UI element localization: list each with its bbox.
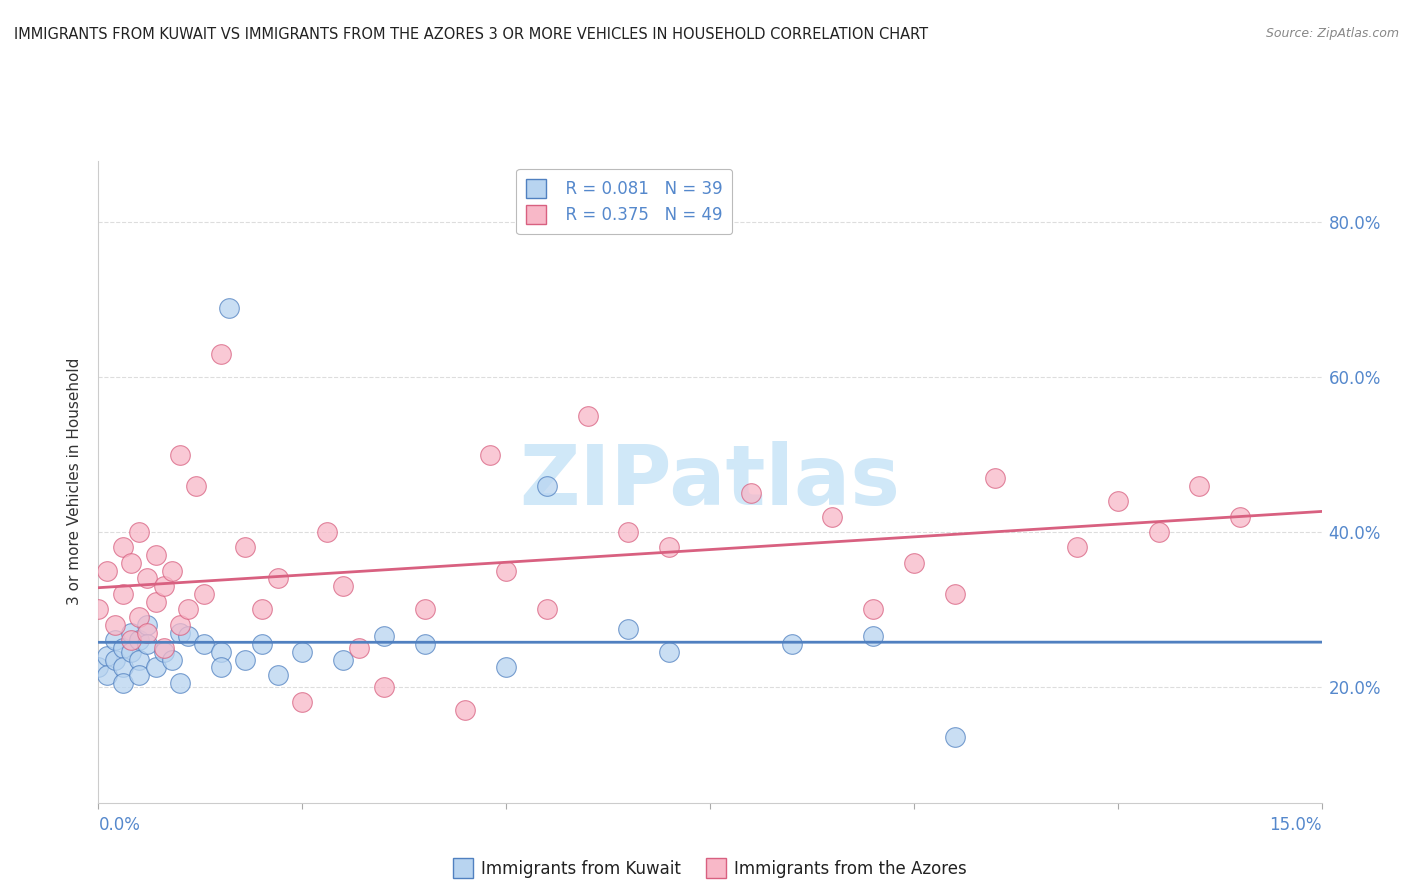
Point: [87, 602, 110, 616]
Point: [169, 448, 191, 462]
Point: [1229, 509, 1251, 524]
Point: [478, 448, 501, 462]
Point: [780, 637, 803, 651]
Point: [740, 486, 762, 500]
Point: [177, 602, 200, 616]
Point: [617, 622, 640, 636]
Point: [193, 637, 215, 651]
Point: [152, 579, 174, 593]
Point: [536, 478, 558, 492]
Y-axis label: 3 or more Vehicles in Household: 3 or more Vehicles in Household: [67, 358, 83, 606]
Point: [315, 524, 337, 539]
Point: [120, 556, 142, 570]
Point: [128, 633, 150, 648]
Point: [104, 633, 127, 648]
Point: [104, 653, 127, 667]
Point: [96, 564, 118, 578]
Point: [332, 579, 354, 593]
Point: [128, 524, 150, 539]
Point: [104, 617, 127, 632]
Text: IMMIGRANTS FROM KUWAIT VS IMMIGRANTS FROM THE AZORES 3 OR MORE VEHICLES IN HOUSE: IMMIGRANTS FROM KUWAIT VS IMMIGRANTS FRO…: [14, 27, 928, 42]
Point: [136, 571, 159, 585]
Point: [87, 660, 110, 674]
Point: [349, 641, 371, 656]
Point: [495, 660, 517, 674]
Point: [373, 629, 395, 643]
Point: [111, 587, 134, 601]
Point: [617, 524, 640, 539]
Point: [291, 645, 314, 659]
Point: [120, 625, 142, 640]
Point: [160, 653, 183, 667]
Point: [1107, 494, 1129, 508]
Point: [128, 653, 150, 667]
Text: 15.0%: 15.0%: [1270, 816, 1322, 834]
Point: [111, 641, 134, 656]
Point: [186, 478, 208, 492]
Point: [984, 471, 1007, 485]
Point: [145, 594, 167, 608]
Point: [862, 629, 884, 643]
Point: [136, 617, 159, 632]
Point: [250, 637, 273, 651]
Point: [160, 564, 183, 578]
Point: [821, 509, 844, 524]
Point: [128, 610, 150, 624]
Point: [454, 703, 477, 717]
Point: [209, 660, 232, 674]
Point: [658, 645, 681, 659]
Point: [136, 637, 159, 651]
Point: [120, 633, 142, 648]
Point: [233, 653, 256, 667]
Point: [177, 629, 200, 643]
Point: [96, 648, 118, 663]
Point: [145, 548, 167, 562]
Point: [193, 587, 215, 601]
Point: [576, 409, 599, 423]
Point: [250, 602, 273, 616]
Point: [96, 668, 118, 682]
Point: [862, 602, 884, 616]
Text: Source: ZipAtlas.com: Source: ZipAtlas.com: [1265, 27, 1399, 40]
Point: [111, 660, 134, 674]
Point: [267, 668, 290, 682]
Point: [1188, 478, 1211, 492]
Point: [145, 660, 167, 674]
Point: [332, 653, 354, 667]
Point: [291, 695, 314, 709]
Point: [136, 625, 159, 640]
Point: [233, 541, 256, 555]
Point: [536, 602, 558, 616]
Point: [267, 571, 290, 585]
Point: [495, 564, 517, 578]
Point: [111, 676, 134, 690]
Point: [413, 637, 436, 651]
Point: [903, 556, 925, 570]
Point: [658, 541, 681, 555]
Text: 0.0%: 0.0%: [98, 816, 141, 834]
Point: [209, 347, 232, 361]
Point: [128, 668, 150, 682]
Point: [209, 645, 232, 659]
Point: [373, 680, 395, 694]
Point: [943, 730, 966, 744]
Point: [218, 301, 240, 315]
Point: [169, 617, 191, 632]
Legend: Immigrants from Kuwait, Immigrants from the Azores: Immigrants from Kuwait, Immigrants from …: [446, 852, 974, 884]
Point: [120, 645, 142, 659]
Point: [169, 676, 191, 690]
Point: [943, 587, 966, 601]
Text: ZIPatlas: ZIPatlas: [520, 442, 900, 522]
Point: [169, 625, 191, 640]
Point: [413, 602, 436, 616]
Point: [1066, 541, 1088, 555]
Point: [152, 641, 174, 656]
Point: [152, 645, 174, 659]
Point: [1147, 524, 1170, 539]
Point: [111, 541, 134, 555]
